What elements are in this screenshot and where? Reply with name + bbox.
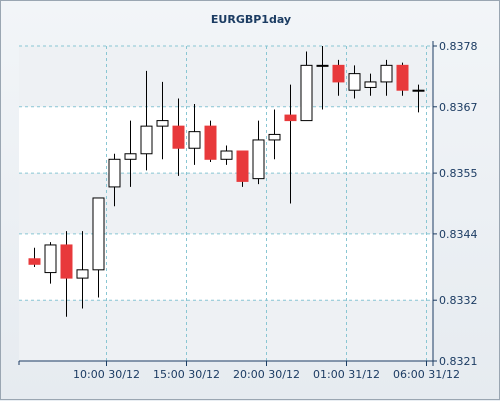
candle-body bbox=[172, 125, 185, 149]
candle bbox=[204, 120, 217, 163]
candle-body bbox=[236, 150, 249, 182]
candle-body bbox=[268, 133, 281, 141]
y-tick-label: 0.8378 bbox=[439, 40, 478, 53]
candle bbox=[92, 197, 105, 298]
y-tick-label: 0.8321 bbox=[439, 355, 478, 368]
candle bbox=[140, 70, 153, 171]
axes bbox=[18, 41, 434, 366]
candle-body bbox=[332, 64, 345, 83]
candle bbox=[380, 59, 393, 96]
candle-body bbox=[92, 197, 105, 271]
candle-body bbox=[396, 64, 409, 91]
candle bbox=[396, 62, 409, 96]
candle-body bbox=[188, 131, 201, 149]
plot-background bbox=[19, 46, 433, 361]
candle-body bbox=[60, 244, 73, 279]
y-tick-label: 0.8332 bbox=[439, 294, 478, 307]
candle bbox=[108, 153, 121, 207]
x-tick-label: 06:00 31/12 bbox=[393, 368, 460, 381]
candle bbox=[44, 242, 57, 284]
x-axis-ticks: 10:00 30/12 15:00 30/12 20:00 30/12 01:00 3… bbox=[73, 361, 460, 381]
candle bbox=[60, 231, 73, 317]
candle bbox=[332, 59, 345, 96]
candles-group bbox=[28, 46, 425, 317]
candle bbox=[172, 98, 185, 176]
candle bbox=[76, 231, 89, 309]
candle-body bbox=[76, 269, 89, 279]
candle bbox=[252, 120, 265, 185]
candle bbox=[300, 51, 313, 122]
candle-body bbox=[140, 125, 153, 155]
candle-body bbox=[364, 81, 377, 88]
x-tick-label: 10:00 30/12 bbox=[73, 368, 140, 381]
candle bbox=[156, 81, 169, 160]
plot-area bbox=[19, 46, 433, 361]
x-tick-label: 01:00 31/12 bbox=[313, 368, 380, 381]
candle bbox=[28, 247, 41, 268]
candle bbox=[188, 104, 201, 165]
candle-body bbox=[44, 244, 57, 274]
y-tick-label: 0.8355 bbox=[439, 167, 478, 180]
candle-body bbox=[220, 150, 233, 160]
y-axis-ticks: 0.8378 0.8367 0.8355 0.8344 0.8332 0.8321 bbox=[433, 40, 478, 368]
candle-body bbox=[108, 158, 121, 188]
candle-body bbox=[28, 258, 41, 265]
x-tick-label: 15:00 30/12 bbox=[153, 368, 220, 381]
candle bbox=[316, 46, 329, 110]
candle bbox=[268, 109, 281, 160]
candle bbox=[124, 120, 137, 187]
candle bbox=[284, 84, 297, 204]
candle-body bbox=[300, 64, 313, 122]
x-tick-label: 20:00 30/12 bbox=[233, 368, 300, 381]
plot-band bbox=[19, 233, 433, 301]
candle bbox=[348, 65, 361, 99]
candle-body bbox=[380, 64, 393, 83]
candle-body bbox=[156, 120, 169, 127]
grid-lines bbox=[19, 45, 433, 362]
chart-title: EURGBP1day bbox=[211, 13, 291, 26]
candle bbox=[220, 145, 233, 165]
candle bbox=[364, 73, 377, 96]
candle bbox=[236, 150, 249, 187]
candle-body bbox=[284, 114, 297, 122]
candle-body bbox=[348, 73, 361, 91]
candle bbox=[412, 84, 425, 113]
y-tick-label: 0.8344 bbox=[439, 228, 478, 241]
candle-body bbox=[204, 125, 217, 160]
y-tick-label: 0.8367 bbox=[439, 101, 478, 114]
candle-body bbox=[252, 139, 265, 180]
candle-body bbox=[124, 153, 137, 160]
candle-body bbox=[412, 89, 425, 92]
candle-body bbox=[316, 64, 329, 67]
